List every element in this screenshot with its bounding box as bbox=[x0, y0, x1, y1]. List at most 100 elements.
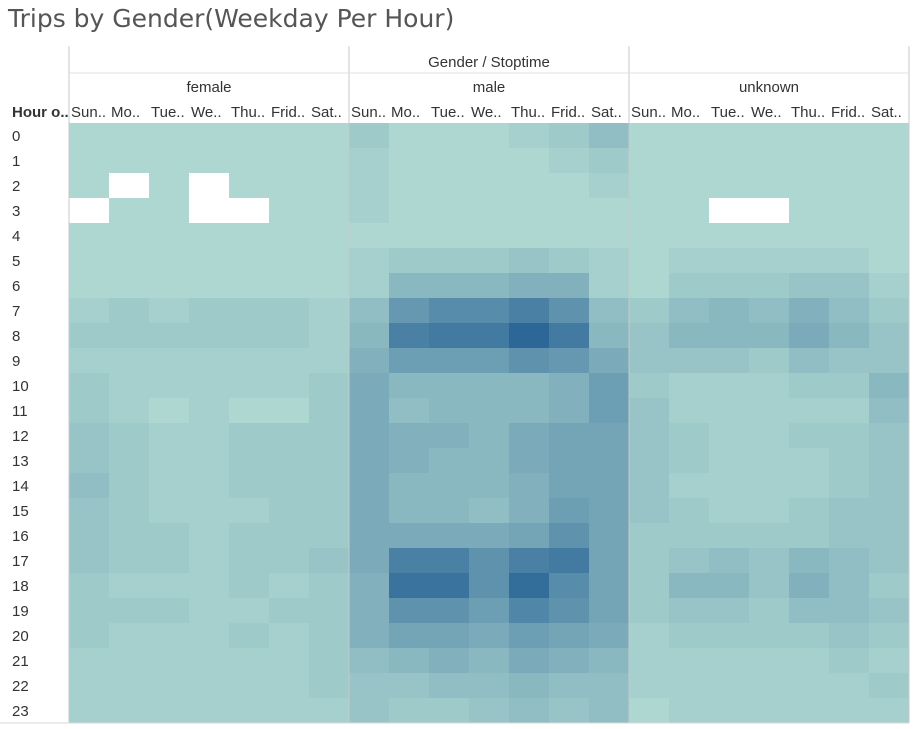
gender-label-unknown: unknown bbox=[739, 79, 799, 96]
heatmap-cell bbox=[309, 348, 349, 373]
hour-label: 5 bbox=[12, 253, 20, 270]
heatmap-cell bbox=[469, 698, 509, 723]
heatmap-cell bbox=[309, 698, 349, 723]
heatmap-cell bbox=[629, 623, 669, 648]
hour-label: 16 bbox=[12, 528, 29, 545]
heatmap-cell bbox=[749, 648, 789, 673]
heatmap-cell bbox=[429, 248, 469, 273]
heatmap-cell bbox=[869, 148, 909, 173]
heatmap-cell bbox=[189, 348, 229, 373]
heatmap-cell bbox=[309, 223, 349, 248]
heatmap-cell bbox=[389, 273, 429, 298]
heatmap-cell bbox=[269, 498, 309, 523]
hour-label: 14 bbox=[12, 478, 29, 495]
heatmap-cell bbox=[589, 298, 629, 323]
heatmap-cell bbox=[869, 673, 909, 698]
heatmap-cell bbox=[789, 398, 829, 423]
heatmap-cell bbox=[109, 323, 149, 348]
heatmap-cell bbox=[629, 323, 669, 348]
heatmap-cell bbox=[229, 298, 269, 323]
heatmap-cell bbox=[469, 448, 509, 473]
heatmap-cell bbox=[429, 473, 469, 498]
day-label: Sat.. bbox=[591, 104, 622, 121]
heatmap-cell bbox=[69, 623, 109, 648]
heatmap-cell bbox=[429, 223, 469, 248]
heatmap-cells bbox=[69, 123, 909, 723]
heatmap-cell bbox=[69, 673, 109, 698]
heatmap-cell bbox=[109, 373, 149, 398]
heatmap-cell bbox=[149, 298, 189, 323]
heatmap-cell bbox=[789, 298, 829, 323]
heatmap-cell bbox=[269, 298, 309, 323]
heatmap-cell bbox=[109, 248, 149, 273]
heatmap-cell bbox=[789, 648, 829, 673]
heatmap-cell bbox=[549, 273, 589, 298]
heatmap-cell bbox=[549, 223, 589, 248]
heatmap-cell bbox=[629, 223, 669, 248]
heatmap-cell bbox=[829, 523, 869, 548]
heatmap-cell bbox=[589, 473, 629, 498]
heatmap-cell bbox=[149, 473, 189, 498]
heatmap-cell bbox=[869, 598, 909, 623]
heatmap-cell bbox=[309, 323, 349, 348]
heatmap-cell bbox=[509, 323, 549, 348]
heatmap-cell bbox=[229, 673, 269, 698]
heatmap-cell bbox=[829, 473, 869, 498]
heatmap-cell bbox=[109, 548, 149, 573]
heatmap-cell bbox=[229, 398, 269, 423]
heatmap-cell bbox=[389, 473, 429, 498]
heatmap-cell bbox=[149, 648, 189, 673]
heatmap-cell bbox=[389, 248, 429, 273]
heatmap-cell bbox=[629, 598, 669, 623]
heatmap-cell bbox=[709, 598, 749, 623]
heatmap-cell bbox=[189, 648, 229, 673]
heatmap-cell bbox=[749, 623, 789, 648]
heatmap-cell bbox=[149, 573, 189, 598]
heatmap-cell bbox=[509, 123, 549, 148]
heatmap-cell bbox=[789, 698, 829, 723]
heatmap-cell bbox=[709, 548, 749, 573]
heatmap-cell bbox=[749, 273, 789, 298]
heatmap-cell bbox=[669, 148, 709, 173]
heatmap-cell bbox=[429, 498, 469, 523]
heatmap-cell bbox=[269, 248, 309, 273]
heatmap-cell bbox=[269, 348, 309, 373]
heatmap-cell bbox=[389, 348, 429, 373]
heatmap-cell bbox=[589, 348, 629, 373]
heatmap-cell bbox=[429, 548, 469, 573]
heatmap-cell bbox=[549, 673, 589, 698]
heatmap-cell bbox=[869, 423, 909, 448]
heatmap-cell bbox=[749, 423, 789, 448]
heatmap-cell bbox=[549, 698, 589, 723]
heatmap-cell bbox=[229, 448, 269, 473]
heatmap-cell bbox=[549, 548, 589, 573]
heatmap-cell bbox=[349, 223, 389, 248]
heatmap-cell bbox=[229, 498, 269, 523]
heatmap-cell bbox=[309, 123, 349, 148]
day-label: Tue.. bbox=[431, 104, 465, 121]
heatmap-cell bbox=[669, 398, 709, 423]
heatmap-cell bbox=[309, 298, 349, 323]
heatmap-cell bbox=[109, 698, 149, 723]
heatmap-cell bbox=[469, 498, 509, 523]
heatmap-cell bbox=[189, 573, 229, 598]
heatmap-cell bbox=[829, 673, 869, 698]
heatmap-cell bbox=[589, 323, 629, 348]
heatmap-cell bbox=[629, 423, 669, 448]
heatmap-cell bbox=[669, 598, 709, 623]
hour-label: 2 bbox=[12, 178, 20, 195]
heatmap-cell bbox=[789, 498, 829, 523]
heatmap-cell bbox=[469, 248, 509, 273]
heatmap-cell bbox=[789, 448, 829, 473]
heatmap-cell bbox=[709, 323, 749, 348]
heatmap-cell bbox=[829, 448, 869, 473]
heatmap-cell bbox=[549, 573, 589, 598]
heatmap-cell bbox=[509, 473, 549, 498]
heatmap-cell bbox=[549, 448, 589, 473]
heatmap-cell bbox=[549, 498, 589, 523]
heatmap-cell bbox=[269, 323, 309, 348]
hour-label: 18 bbox=[12, 578, 29, 595]
heatmap-cell bbox=[829, 223, 869, 248]
